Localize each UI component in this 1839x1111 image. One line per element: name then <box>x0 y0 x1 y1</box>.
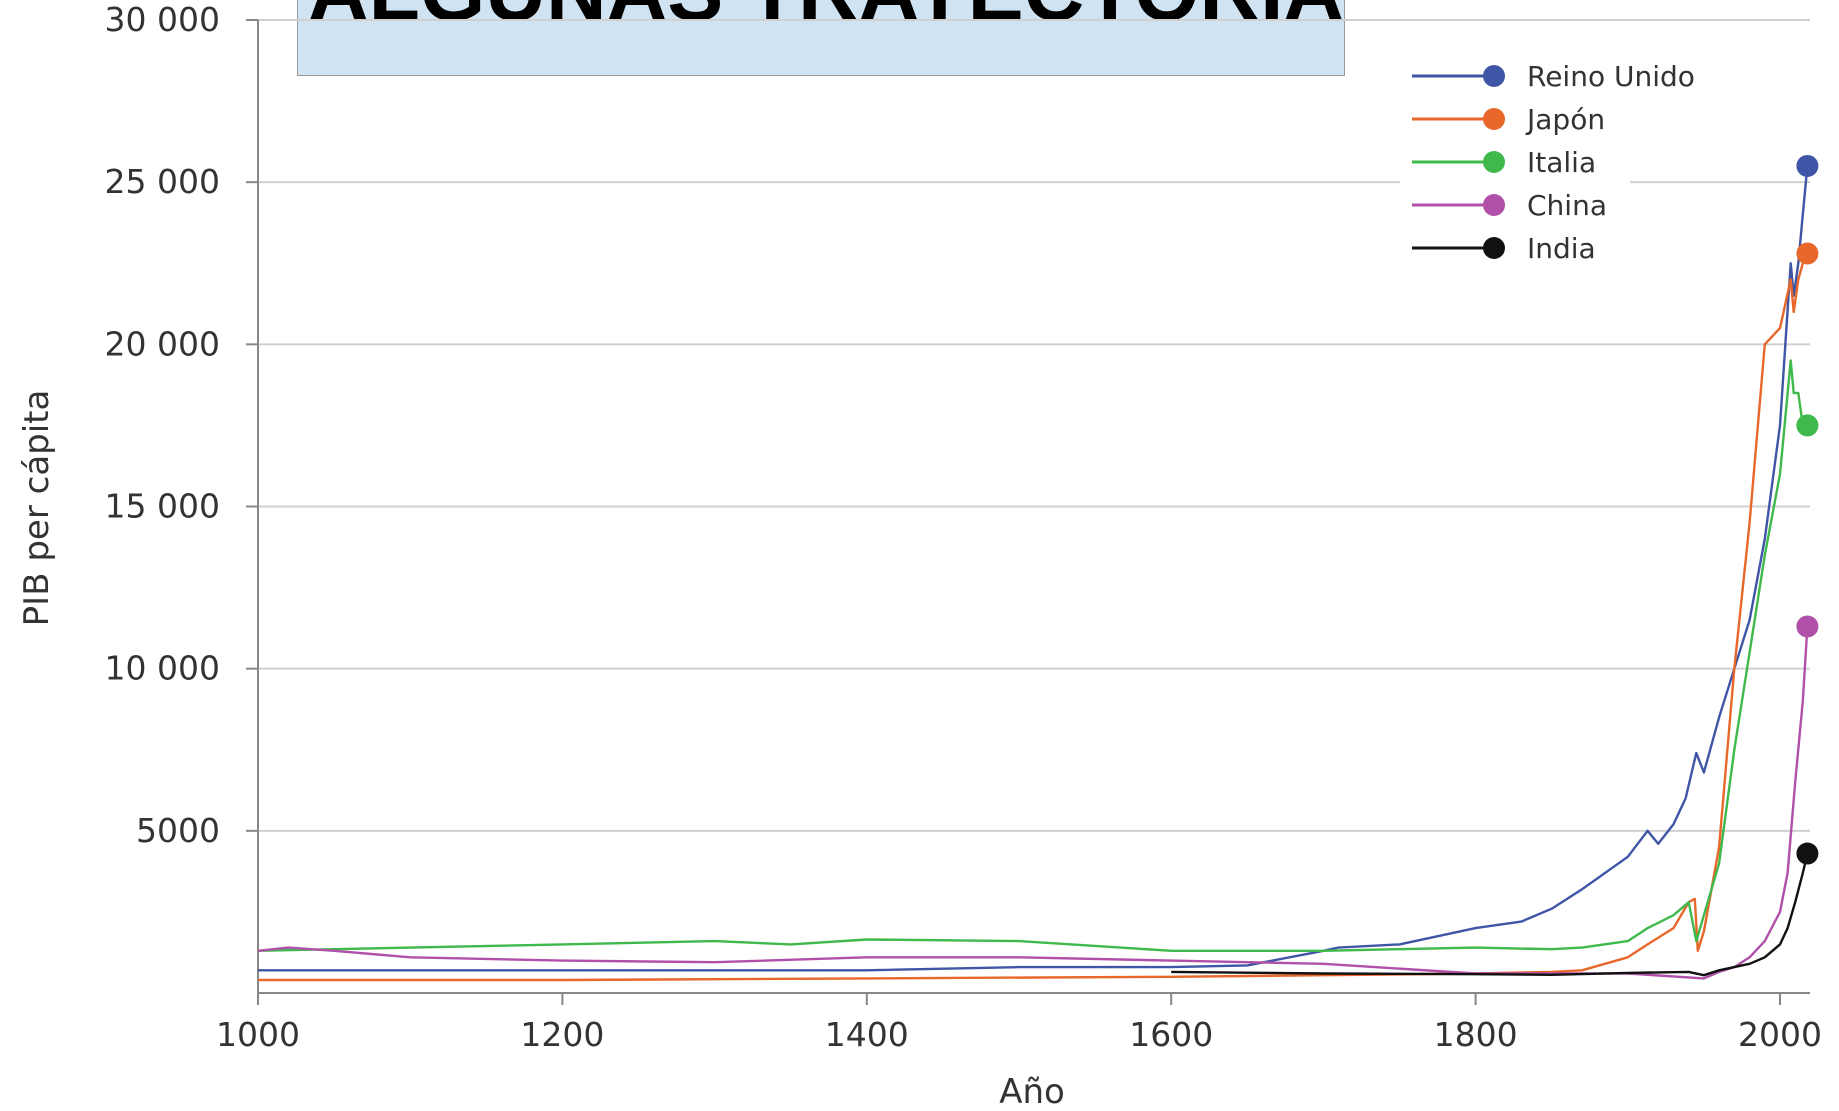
series-end-marker-china <box>1796 615 1819 638</box>
legend-label-china: China <box>1527 189 1607 222</box>
title-box: ALGUNAS TRAYECTORIAS... <box>297 0 1345 76</box>
y-tick-label: 15 000 <box>105 487 220 526</box>
series-end-marker-italia <box>1796 414 1819 437</box>
legend-marker-jap-n <box>1483 108 1505 130</box>
x-tick-label: 1800 <box>1434 1015 1518 1054</box>
x-tick-label: 1600 <box>1129 1015 1213 1054</box>
x-tick-label: 1000 <box>216 1015 300 1054</box>
series-end-marker-reino-unido <box>1796 154 1819 177</box>
y-tick-labels: 5000 10 000 15 000 20 000 25 000 30 000 <box>105 0 220 850</box>
legend-label-india: India <box>1527 232 1596 265</box>
x-tick-label: 1200 <box>520 1015 604 1054</box>
x-axis-label: Año <box>999 1072 1065 1111</box>
legend-label-jap-n: Japón <box>1525 103 1605 136</box>
series-line-china <box>257 626 1809 980</box>
y-tick-label: 20 000 <box>105 324 220 363</box>
title-box-text: ALGUNAS TRAYECTORIAS... <box>308 0 1344 33</box>
series-line-jap-n <box>258 252 1809 982</box>
legend-label-reino-unido: Reino Unido <box>1527 60 1695 93</box>
axes <box>246 19 1810 1005</box>
series-lines <box>257 154 1819 982</box>
series-line-reino-unido <box>258 165 1809 972</box>
x-tick-labels: 1000 1200 1400 1600 1800 2000 <box>216 1015 1822 1054</box>
legend-label-italia: Italia <box>1527 146 1596 179</box>
y-tick-label: 30 000 <box>105 0 220 39</box>
y-tick-label: 25 000 <box>105 162 220 201</box>
legend-marker-italia <box>1483 151 1505 173</box>
legend-background <box>1400 40 1630 271</box>
y-tick-label: 5000 <box>136 811 220 850</box>
y-tick-label: 10 000 <box>105 649 220 688</box>
series-end-marker-jap-n <box>1796 242 1819 265</box>
legend-marker-reino-unido <box>1483 65 1505 87</box>
x-tick-label: 1400 <box>825 1015 909 1054</box>
series-end-marker-india <box>1796 842 1819 865</box>
legend-marker-china <box>1483 194 1505 216</box>
legend-marker-india <box>1483 237 1505 259</box>
legend: Reino Unido Japón Italia China India <box>1400 40 1695 271</box>
y-axis-label: PIB per cápita <box>17 390 57 627</box>
x-tick-label: 2000 <box>1738 1015 1822 1054</box>
series-line-italia <box>257 359 1808 952</box>
series-line-india <box>1171 853 1809 977</box>
